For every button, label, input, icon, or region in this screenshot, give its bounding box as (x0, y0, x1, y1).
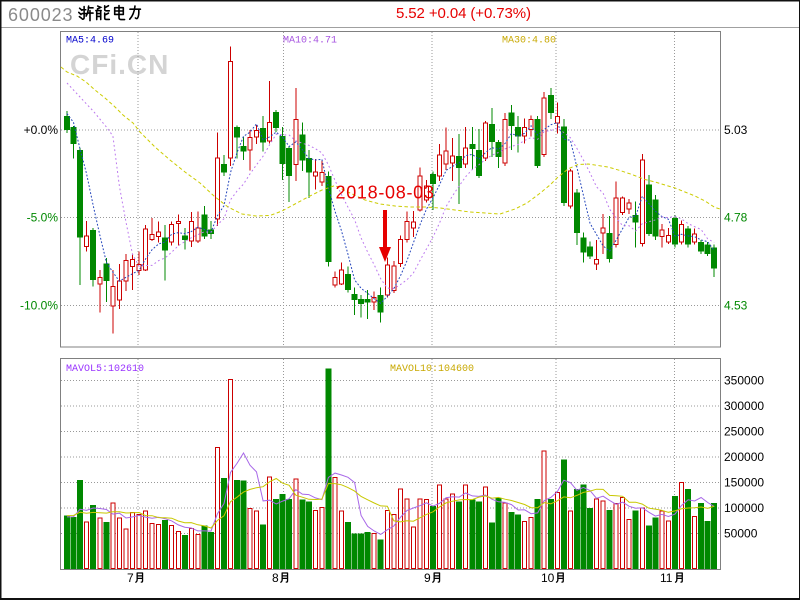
svg-text:4.53: 4.53 (724, 299, 748, 313)
svg-text:9: 9 (424, 571, 431, 585)
svg-text:2018-08-03: 2018-08-03 (336, 183, 435, 203)
svg-text:250000: 250000 (724, 425, 764, 439)
svg-text:8: 8 (272, 571, 279, 585)
svg-text:MAVOL5:102610: MAVOL5:102610 (66, 364, 144, 375)
svg-text:+0.0%: +0.0% (24, 123, 59, 137)
svg-text:CFi.CN: CFi.CN (70, 49, 169, 80)
svg-text:5.03: 5.03 (724, 123, 748, 137)
svg-text:MA5:4.69: MA5:4.69 (66, 36, 114, 47)
svg-text:5.52 +0.04 (+0.73%): 5.52 +0.04 (+0.73%) (396, 5, 531, 22)
svg-text:MAVOL10:104600: MAVOL10:104600 (390, 364, 474, 375)
svg-text:11: 11 (660, 571, 673, 585)
svg-text:7: 7 (127, 571, 134, 585)
svg-text:MA30:4.80: MA30:4.80 (502, 36, 556, 47)
svg-text:600023: 600023 (8, 5, 73, 25)
svg-text:MA10:4.71: MA10:4.71 (283, 36, 337, 47)
svg-text:50000: 50000 (724, 527, 758, 541)
svg-text:150000: 150000 (724, 476, 764, 490)
svg-text:10: 10 (541, 571, 555, 585)
svg-text:300000: 300000 (724, 399, 764, 413)
svg-text:-10.0%: -10.0% (20, 299, 58, 313)
svg-text:100000: 100000 (724, 501, 764, 515)
svg-text:-5.0%: -5.0% (27, 211, 59, 225)
svg-text:4.78: 4.78 (724, 211, 748, 225)
svg-text:200000: 200000 (724, 450, 764, 464)
svg-text:350000: 350000 (724, 374, 764, 388)
